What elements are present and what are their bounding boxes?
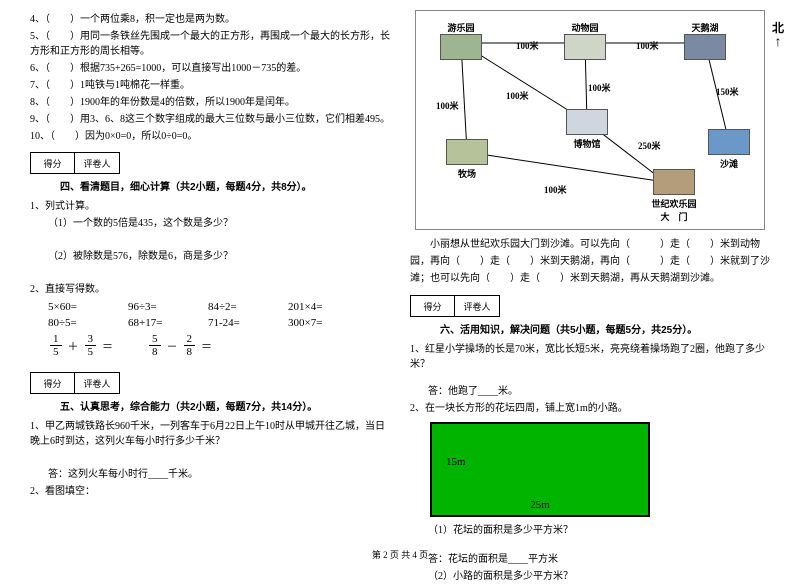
map-diagram: 北 ↑ 游乐园动物园天鹅湖牧场博物馆世纪欢乐园 大 门沙滩 100米100米10… xyxy=(415,10,765,230)
q6-2-sub2: （2）小路的面积是多少平方米？ xyxy=(428,569,770,584)
q6-1: 1、红星小学操场的长是70米，宽比长短5米，亮亮绕着操场跑了2圈，他跑了多少米？ xyxy=(410,342,770,372)
right-column: 北 ↑ 游乐园动物园天鹅湖牧场博物馆世纪欢乐园 大 门沙滩 100米100米10… xyxy=(400,10,780,540)
judgment-item: 5、（ ）用同一条铁丝先围成一个最大的正方形，再围成一个最大的长方形，长方形和正… xyxy=(30,29,390,59)
calc-cell: 96÷3= xyxy=(128,301,208,313)
grader-label: 评卷人 xyxy=(75,153,119,173)
q6-2: 2、在一块长方形的花坛四周，铺上宽1m的小路。 xyxy=(410,401,770,416)
map-node-label: 博物馆 xyxy=(566,137,608,150)
map-node-label: 世纪欢乐园 大 门 xyxy=(644,197,704,223)
q4-1a: （1）一个数的5倍是435，这个数是多少？ xyxy=(48,216,390,231)
map-node: 沙滩 xyxy=(708,129,750,170)
flowerbed-diagram: 15m 25m xyxy=(430,422,650,517)
map-node: 世纪欢乐园 大 门 xyxy=(644,169,704,223)
q5-1: 1、甲乙两城铁路长960千米，一列客车于6月22日上午10时从甲城开往乙城，当日… xyxy=(30,419,390,449)
map-node: 牧场 xyxy=(446,139,488,180)
map-node: 天鹅湖 xyxy=(684,21,726,62)
map-node-thumb xyxy=(564,34,606,60)
grader-label: 评卷人 xyxy=(75,373,119,393)
calc-cell: 71-24= xyxy=(208,317,288,329)
judgment-item: 9、（ ）用3、6、8这三个数字组成的最大三位数与最小三位数，它们相差495。 xyxy=(30,112,390,127)
plus-sign: ＋ xyxy=(68,338,79,354)
judgment-item: 4、（ ）一个两位乘8，积一定也是两为数。 xyxy=(30,12,390,27)
judgment-item: 7、（ ）1吨铁与1吨棉花一样重。 xyxy=(30,78,390,93)
rect-width-label: 25m xyxy=(530,499,550,511)
q5-2: 2、看图填空： xyxy=(30,484,390,499)
map-node-label: 游乐园 xyxy=(440,21,482,34)
map-node-thumb xyxy=(653,169,695,195)
map-edge-label: 100米 xyxy=(436,99,459,112)
map-node: 博物馆 xyxy=(566,109,608,150)
q4-2: 2、直接写得数。 xyxy=(30,282,390,297)
page-footer: 第 2 页 共 4 页 xyxy=(0,548,800,561)
calc-cell: 5×60= xyxy=(48,301,128,313)
q6-2-sub1: （1）花坛的面积是多少平方米？ xyxy=(428,523,770,538)
map-edge-label: 100米 xyxy=(544,183,567,196)
map-node: 动物园 xyxy=(564,21,606,62)
fraction: 58 xyxy=(149,333,161,358)
calc-row: 5×60= 96÷3= 84÷2= 201×4= xyxy=(48,301,390,313)
map-node-thumb xyxy=(708,129,750,155)
section-4-title: 四、看清题目，细心计算（共2小题，每题4分，共8分）。 xyxy=(60,178,390,193)
judgment-item: 8、（ ）1900年的年份数是4的倍数，所以1900年是闰年。 xyxy=(30,95,390,110)
calc-row: 80÷5= 68+17= 71-24= 300×7= xyxy=(48,317,390,329)
grader-label: 评卷人 xyxy=(455,296,499,316)
fraction: 15 xyxy=(50,333,62,358)
map-edge-label: 100米 xyxy=(588,81,611,94)
left-column: 4、（ ）一个两位乘8，积一定也是两为数。 5、（ ）用同一条铁丝先围成一个最大… xyxy=(20,10,400,540)
fraction: 28 xyxy=(184,333,196,358)
map-node-label: 牧场 xyxy=(446,167,488,180)
minus-sign: － xyxy=(167,338,178,354)
judgment-item: 10、（ ）因为0×0=0，所以0÷0=0。 xyxy=(30,129,390,144)
map-node-label: 沙滩 xyxy=(708,157,750,170)
q5-1-answer: 答：这列火车每小时行____千米。 xyxy=(48,467,390,482)
score-box: 得分 评卷人 xyxy=(30,152,120,174)
calc-cell: 201×4= xyxy=(288,301,368,313)
calc-cell: 300×7= xyxy=(288,317,368,329)
map-edge-label: 100米 xyxy=(636,39,659,52)
calc-cell: 84÷2= xyxy=(208,301,288,313)
map-node-label: 动物园 xyxy=(564,21,606,34)
map-node-thumb xyxy=(440,34,482,60)
q4-1: 1、列式计算。 xyxy=(30,199,390,214)
map-node: 游乐园 xyxy=(440,21,482,62)
map-node-thumb xyxy=(446,139,488,165)
q4-1b: （2）被除数是576，除数是6，商是多少？ xyxy=(48,249,390,264)
map-edge-label: 100米 xyxy=(506,89,529,102)
map-edge-label: 250米 xyxy=(638,139,661,152)
section-5-title: 五、认真思考，综合能力（共2小题，每题7分，共14分）。 xyxy=(60,398,390,413)
calc-cell: 68+17= xyxy=(128,317,208,329)
fraction: 35 xyxy=(85,333,97,358)
map-edge-label: 150米 xyxy=(716,85,739,98)
q6-1-answer: 答：他跑了____米。 xyxy=(428,384,770,399)
score-label: 得分 xyxy=(31,153,75,173)
map-question-text: 小丽想从世纪欢乐园大门到沙滩。可以先向（ ）走（ ）米到动物园，再向（ ）走（ … xyxy=(410,236,770,287)
arrow-up-icon: ↑ xyxy=(772,36,784,47)
score-box: 得分 评卷人 xyxy=(410,295,500,317)
judgment-item: 6、（ ）根据735+265=1000，可以直接写出1000－735的差。 xyxy=(30,61,390,76)
equals-sign: ＝ xyxy=(102,338,113,354)
map-node-label: 天鹅湖 xyxy=(684,21,726,34)
rect-height-label: 15m xyxy=(446,456,466,468)
score-label: 得分 xyxy=(31,373,75,393)
compass-north: 北 ↑ xyxy=(772,19,784,47)
map-node-thumb xyxy=(566,109,608,135)
calc-cell: 80÷5= xyxy=(48,317,128,329)
map-edge-label: 100米 xyxy=(516,39,539,52)
score-box: 得分 评卷人 xyxy=(30,372,120,394)
score-label: 得分 xyxy=(411,296,455,316)
equals-sign: ＝ xyxy=(201,338,212,354)
fraction-row: 15 ＋ 35 ＝ 58 － 28 ＝ xyxy=(48,333,390,358)
map-node-thumb xyxy=(684,34,726,60)
section-6-title: 六、活用知识，解决问题（共5小题，每题5分，共25分）。 xyxy=(440,321,770,336)
